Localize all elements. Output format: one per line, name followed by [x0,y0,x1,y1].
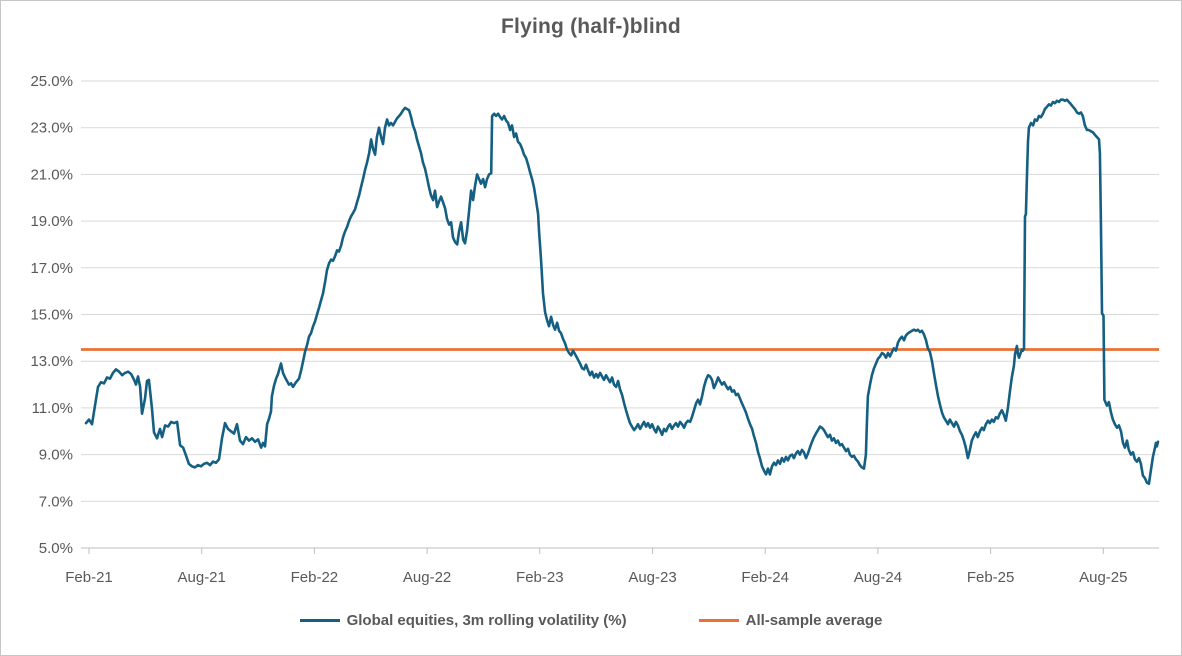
y-tick-label: 15.0% [30,307,73,324]
x-tick-label: Feb-22 [291,569,339,586]
volatility-line-swatch [299,619,340,622]
y-tick-label: 23.0% [30,120,73,137]
y-tick-label: 19.0% [30,213,73,230]
y-tick-label: 11.0% [32,400,73,417]
legend-label-average: All-sample average [745,612,883,629]
y-tick-label: 25.0% [30,73,73,90]
legend-label-volatility: Global equities, 3m rolling volatility (… [346,612,627,629]
volatility-series-line [84,98,1160,486]
x-tick-label: Aug-21 [178,569,226,586]
y-tick-label: 17.0% [30,260,73,277]
x-tick-label: Aug-23 [628,569,676,586]
x-tick-label: Aug-22 [403,569,451,586]
average-line-swatch [698,619,739,622]
x-tick-label: Aug-25 [1079,569,1127,586]
y-tick-label: 5.0% [39,540,73,557]
x-tick-label: Feb-25 [967,569,1015,586]
y-tick-label: 7.0% [39,493,73,510]
y-tick-label: 21.0% [30,166,73,183]
x-tick-label: Aug-24 [854,569,902,586]
legend-item-volatility: Global equities, 3m rolling volatility (… [299,612,627,629]
legend-item-average: All-sample average [698,612,883,629]
chart-title: Flying (half-)blind [501,15,681,38]
y-tick-label: 13.0% [30,353,73,370]
y-tick-label: 9.0% [39,447,73,464]
legend: Global equities, 3m rolling volatility (… [1,612,1181,629]
x-tick-label: Feb-24 [741,569,789,586]
x-tick-label: Feb-21 [65,569,113,586]
x-tick-label: Feb-23 [516,569,564,586]
